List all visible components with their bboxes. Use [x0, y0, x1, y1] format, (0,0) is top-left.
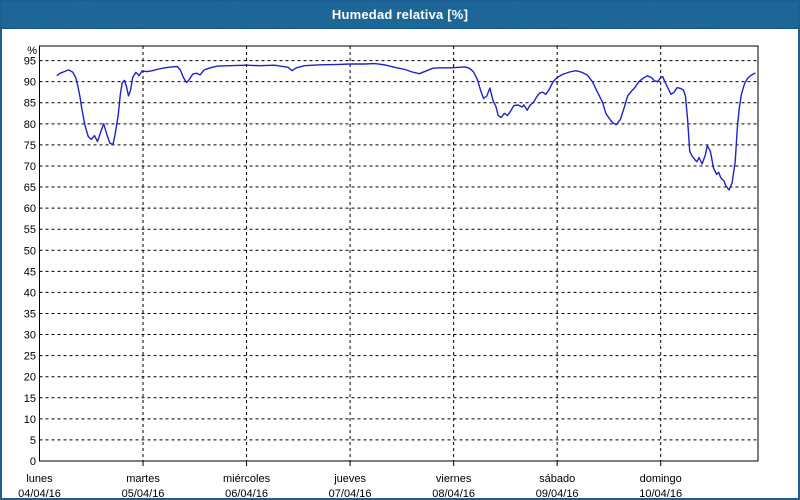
y-axis-label: 35 — [24, 308, 36, 320]
x-axis-day-label: martes — [126, 473, 160, 485]
y-axis-label: 30 — [24, 330, 36, 342]
x-axis-date-label: 07/04/16 — [329, 488, 372, 498]
y-axis-label: 55 — [24, 224, 36, 236]
humidity-line-chart: 0 5 10 15 20 25 30 35 40 45 50 55 60 65 70 75 80 85 90 95% l… — [18, 45, 759, 498]
x-axis-date-label: 06/04/16 — [225, 488, 268, 498]
y-axis-label: 70 — [24, 161, 36, 173]
y-axis-label: 20 — [24, 372, 36, 384]
y-axis-label: 50 — [24, 245, 36, 257]
x-axis-day-label: jueves — [333, 473, 366, 485]
y-axis-label: 5 — [30, 435, 36, 447]
window-title: Humedad relativa [%] — [2, 2, 798, 29]
y-axis-label: 40 — [24, 287, 36, 299]
y-axis-label: 85 — [24, 98, 36, 110]
series-line — [56, 62, 756, 191]
y-axis-label: 15 — [24, 393, 36, 405]
y-axis-unit-label: % — [27, 45, 37, 57]
chart-area: 0 5 10 15 20 25 30 35 40 45 50 55 60 65 70 75 80 85 90 95% l… — [2, 29, 798, 498]
y-axis-label: 65 — [24, 182, 36, 194]
y-axis-label: 90 — [24, 77, 36, 89]
y-axis-label: 25 — [24, 351, 36, 363]
y-axis-label: 45 — [24, 266, 36, 278]
x-axis-day-label: miércoles — [223, 473, 271, 485]
y-axis-label: 60 — [24, 203, 36, 215]
x-axis-date-label: 09/04/16 — [536, 488, 579, 498]
x-axis-day-label: lunes — [26, 473, 53, 485]
y-axis-label: 95 — [24, 56, 36, 68]
y-axis-label: 0 — [30, 456, 36, 468]
y-axis-label: 75 — [24, 140, 36, 152]
x-axis-day-label: sábado — [539, 473, 575, 485]
x-axis-day-label: viernes — [436, 473, 472, 485]
y-axis-label: 10 — [24, 414, 36, 426]
x-axis-date-label: 08/04/16 — [432, 488, 475, 498]
x-axis-day-label: domingo — [640, 473, 682, 485]
x-axis-date-label: 04/04/16 — [18, 488, 61, 498]
plot-border — [39, 45, 759, 462]
y-axis-label: 80 — [24, 119, 36, 131]
x-axis-date-label: 05/04/16 — [122, 488, 165, 498]
x-axis-date-label: 10/04/16 — [639, 488, 682, 498]
